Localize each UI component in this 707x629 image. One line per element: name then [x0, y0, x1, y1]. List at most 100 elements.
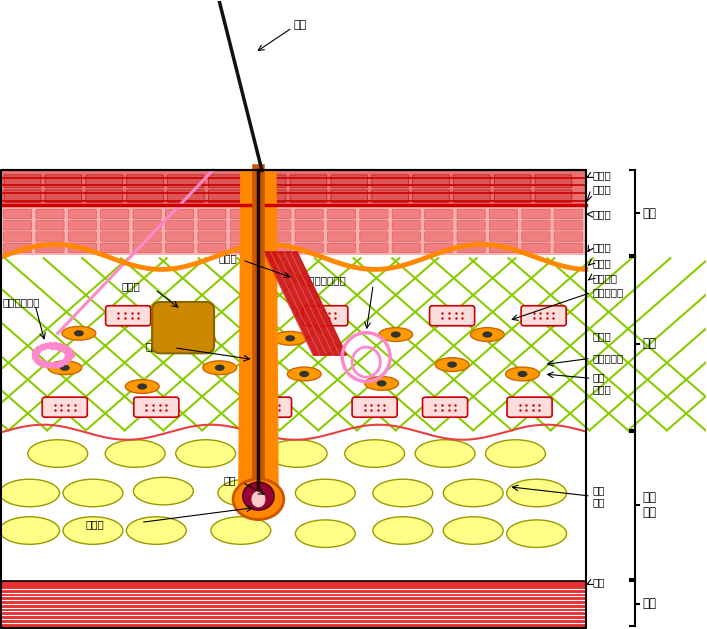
- FancyBboxPatch shape: [352, 397, 397, 417]
- FancyBboxPatch shape: [198, 232, 226, 242]
- FancyBboxPatch shape: [392, 221, 421, 230]
- FancyBboxPatch shape: [392, 243, 421, 252]
- FancyBboxPatch shape: [209, 190, 245, 203]
- FancyBboxPatch shape: [100, 243, 129, 252]
- Text: コラーゲン: コラーゲン: [593, 287, 624, 298]
- FancyBboxPatch shape: [230, 232, 259, 242]
- FancyBboxPatch shape: [489, 243, 518, 252]
- FancyBboxPatch shape: [521, 306, 566, 326]
- FancyBboxPatch shape: [430, 306, 474, 326]
- FancyBboxPatch shape: [4, 209, 32, 219]
- FancyBboxPatch shape: [457, 232, 485, 242]
- Bar: [1, 258, 586, 432]
- FancyBboxPatch shape: [263, 232, 291, 242]
- FancyBboxPatch shape: [4, 232, 32, 242]
- FancyBboxPatch shape: [327, 243, 356, 252]
- FancyBboxPatch shape: [69, 243, 96, 252]
- FancyBboxPatch shape: [230, 243, 259, 252]
- Ellipse shape: [182, 333, 216, 347]
- FancyBboxPatch shape: [198, 209, 226, 219]
- Ellipse shape: [175, 440, 235, 467]
- FancyBboxPatch shape: [165, 232, 194, 242]
- FancyBboxPatch shape: [331, 175, 368, 187]
- FancyBboxPatch shape: [230, 221, 259, 230]
- Text: エクリン汗腺: エクリン汗腺: [3, 297, 40, 307]
- Ellipse shape: [518, 371, 527, 377]
- FancyBboxPatch shape: [250, 175, 286, 187]
- FancyBboxPatch shape: [209, 175, 245, 187]
- FancyBboxPatch shape: [36, 209, 64, 219]
- FancyBboxPatch shape: [165, 209, 194, 219]
- Text: 体毛: 体毛: [293, 20, 307, 30]
- Ellipse shape: [252, 491, 265, 508]
- Ellipse shape: [377, 381, 387, 386]
- FancyBboxPatch shape: [360, 221, 388, 230]
- FancyBboxPatch shape: [263, 221, 291, 230]
- FancyBboxPatch shape: [457, 243, 485, 252]
- FancyBboxPatch shape: [250, 190, 286, 203]
- FancyBboxPatch shape: [45, 175, 82, 187]
- Ellipse shape: [125, 380, 159, 393]
- FancyBboxPatch shape: [295, 221, 323, 230]
- Ellipse shape: [62, 326, 95, 340]
- FancyBboxPatch shape: [494, 190, 531, 203]
- Text: 毛乳頭: 毛乳頭: [86, 520, 105, 529]
- FancyBboxPatch shape: [360, 209, 388, 219]
- Ellipse shape: [215, 365, 225, 371]
- Ellipse shape: [48, 361, 82, 375]
- FancyBboxPatch shape: [165, 243, 194, 252]
- FancyBboxPatch shape: [392, 232, 421, 242]
- Ellipse shape: [74, 330, 84, 337]
- FancyBboxPatch shape: [36, 221, 64, 230]
- Ellipse shape: [0, 479, 59, 507]
- FancyBboxPatch shape: [127, 190, 163, 203]
- FancyBboxPatch shape: [423, 397, 467, 417]
- FancyBboxPatch shape: [295, 243, 323, 252]
- FancyBboxPatch shape: [290, 175, 327, 187]
- FancyBboxPatch shape: [45, 190, 82, 203]
- FancyBboxPatch shape: [554, 232, 583, 242]
- FancyBboxPatch shape: [69, 209, 96, 219]
- Text: 有棘層: 有棘層: [593, 209, 612, 220]
- FancyBboxPatch shape: [494, 175, 531, 187]
- FancyBboxPatch shape: [295, 209, 323, 219]
- FancyBboxPatch shape: [4, 175, 41, 187]
- FancyBboxPatch shape: [100, 232, 129, 242]
- Ellipse shape: [211, 517, 271, 544]
- Ellipse shape: [273, 331, 307, 345]
- FancyBboxPatch shape: [425, 221, 452, 230]
- Ellipse shape: [127, 517, 186, 544]
- Text: 皮下
組織: 皮下 組織: [642, 491, 656, 520]
- Text: 顆粒層: 顆粒層: [593, 184, 612, 194]
- FancyBboxPatch shape: [327, 221, 356, 230]
- Ellipse shape: [365, 377, 399, 390]
- Ellipse shape: [436, 358, 469, 372]
- FancyBboxPatch shape: [327, 232, 356, 242]
- Ellipse shape: [507, 479, 566, 507]
- FancyBboxPatch shape: [133, 243, 161, 252]
- Text: エラスチン: エラスチン: [593, 353, 624, 364]
- Ellipse shape: [28, 440, 88, 467]
- FancyBboxPatch shape: [425, 209, 452, 219]
- Bar: [1, 433, 586, 581]
- Ellipse shape: [373, 479, 433, 507]
- Text: 乳頭下層: 乳頭下層: [593, 273, 618, 283]
- FancyBboxPatch shape: [36, 232, 64, 242]
- FancyBboxPatch shape: [489, 221, 518, 230]
- Ellipse shape: [482, 331, 492, 338]
- Text: 角質層: 角質層: [593, 170, 612, 181]
- FancyBboxPatch shape: [489, 209, 518, 219]
- Text: アポクリン汗腺: アポクリン汗腺: [303, 275, 346, 285]
- Ellipse shape: [486, 440, 545, 467]
- FancyBboxPatch shape: [360, 243, 388, 252]
- FancyBboxPatch shape: [69, 232, 96, 242]
- FancyBboxPatch shape: [457, 209, 485, 219]
- Ellipse shape: [203, 361, 237, 375]
- FancyBboxPatch shape: [522, 209, 550, 219]
- FancyBboxPatch shape: [327, 209, 356, 219]
- FancyBboxPatch shape: [198, 221, 226, 230]
- Text: 筋膜: 筋膜: [593, 577, 605, 587]
- Text: 筋肉: 筋肉: [642, 598, 656, 610]
- Ellipse shape: [507, 520, 566, 547]
- Text: 毛球: 毛球: [223, 476, 235, 486]
